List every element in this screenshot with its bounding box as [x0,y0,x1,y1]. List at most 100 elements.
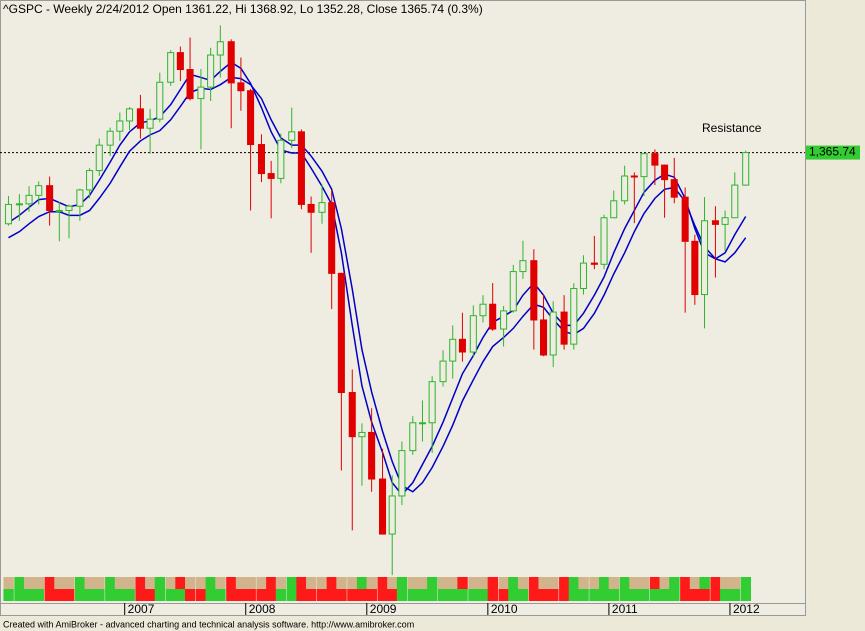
candle-body [530,260,538,321]
candle-body [418,422,426,425]
candle-body [731,184,739,219]
signal-cell [316,589,328,601]
signal-cell [235,589,247,601]
signal-cell [559,589,570,601]
signal-cell [235,577,247,589]
candle-body [25,194,33,205]
signal-cell [175,589,186,601]
signal-cell [266,577,277,589]
signal-cell [689,577,701,589]
candle-body [277,139,285,179]
signal-cell [114,577,126,589]
candle-body [55,209,63,212]
signal-cell [599,589,610,601]
candle-body [409,422,417,452]
signal-cell [336,589,347,601]
signal-cell [638,577,650,589]
signal-cell [487,577,499,589]
signal-cell [63,577,75,589]
signal-cell [396,589,408,601]
signal-cell [528,577,540,589]
signal-cell [296,577,307,589]
signal-cell [33,577,45,589]
candle-body [358,431,366,438]
signal-cell [720,589,731,601]
candle-body [35,185,43,196]
candle-body [4,203,12,225]
moving-average [8,76,747,493]
signal-cell [256,577,267,589]
signal-cell [356,577,368,589]
candle-body [651,153,659,166]
signal-cell [538,589,549,601]
signal-cell [720,577,731,589]
signal-cell [457,577,468,589]
candle-body [167,52,175,83]
footer: Created with AmiBroker - advanced charti… [3,619,414,629]
signal-cell [347,577,358,589]
candle-body [126,108,134,122]
candle-body [116,120,124,132]
signal-cell [347,589,358,601]
candle-body [46,185,54,211]
signal-cell [729,589,741,601]
candle-body [368,431,376,480]
candle-body [549,311,557,356]
candle-body [207,54,215,88]
signal-cell [306,577,317,589]
candle-body [288,131,296,141]
candle-body [540,319,548,356]
signal-cell [680,589,691,601]
candle-body [560,311,568,345]
signal-cell [568,577,580,589]
signal-cell [135,577,146,589]
signal-cell [740,577,752,589]
candle-body [136,108,144,129]
signal-cell [649,577,661,589]
signal-cell [457,589,468,601]
signal-cell [3,589,14,601]
signal-cell [245,589,256,601]
signal-cell [185,589,196,601]
signal-cell [487,589,499,601]
signal-cell [33,589,45,601]
signal-cell [517,577,529,589]
signal-cell [548,589,559,601]
signal-cell [165,577,177,589]
candle-body [428,381,436,424]
signal-cell [326,589,338,601]
signal-cell [316,577,328,589]
signal-cell [407,577,419,589]
candle-body [15,203,23,206]
signal-cell [145,589,156,601]
candle-body [621,175,629,202]
signal-cell [326,577,338,589]
candle-body [337,272,345,394]
signal-cell [226,589,237,601]
signal-cell [538,577,549,589]
signal-cell [215,577,226,589]
signal-cell [154,589,166,601]
annotation: Resistance [702,121,762,135]
signal-cell [14,589,25,601]
signal-cell [205,577,216,589]
candle-body [449,338,457,362]
plot-panel [0,0,806,604]
signal-cell [710,589,721,601]
candle-body [630,175,638,178]
candle-body [86,170,94,191]
signal-cell [94,577,105,589]
signal-cell [498,589,509,601]
signal-cell [44,589,55,601]
signal-cell [740,589,752,601]
signal-cell [387,589,398,601]
signal-cell [589,589,600,601]
signal-cell [154,577,166,589]
candle-body [267,173,275,179]
signal-cell [84,589,95,601]
signal-cell [669,577,680,589]
x-tick-label: 2010 [491,602,518,616]
candle-body [439,360,447,383]
candle-body [156,81,164,120]
candle-body [691,240,699,296]
